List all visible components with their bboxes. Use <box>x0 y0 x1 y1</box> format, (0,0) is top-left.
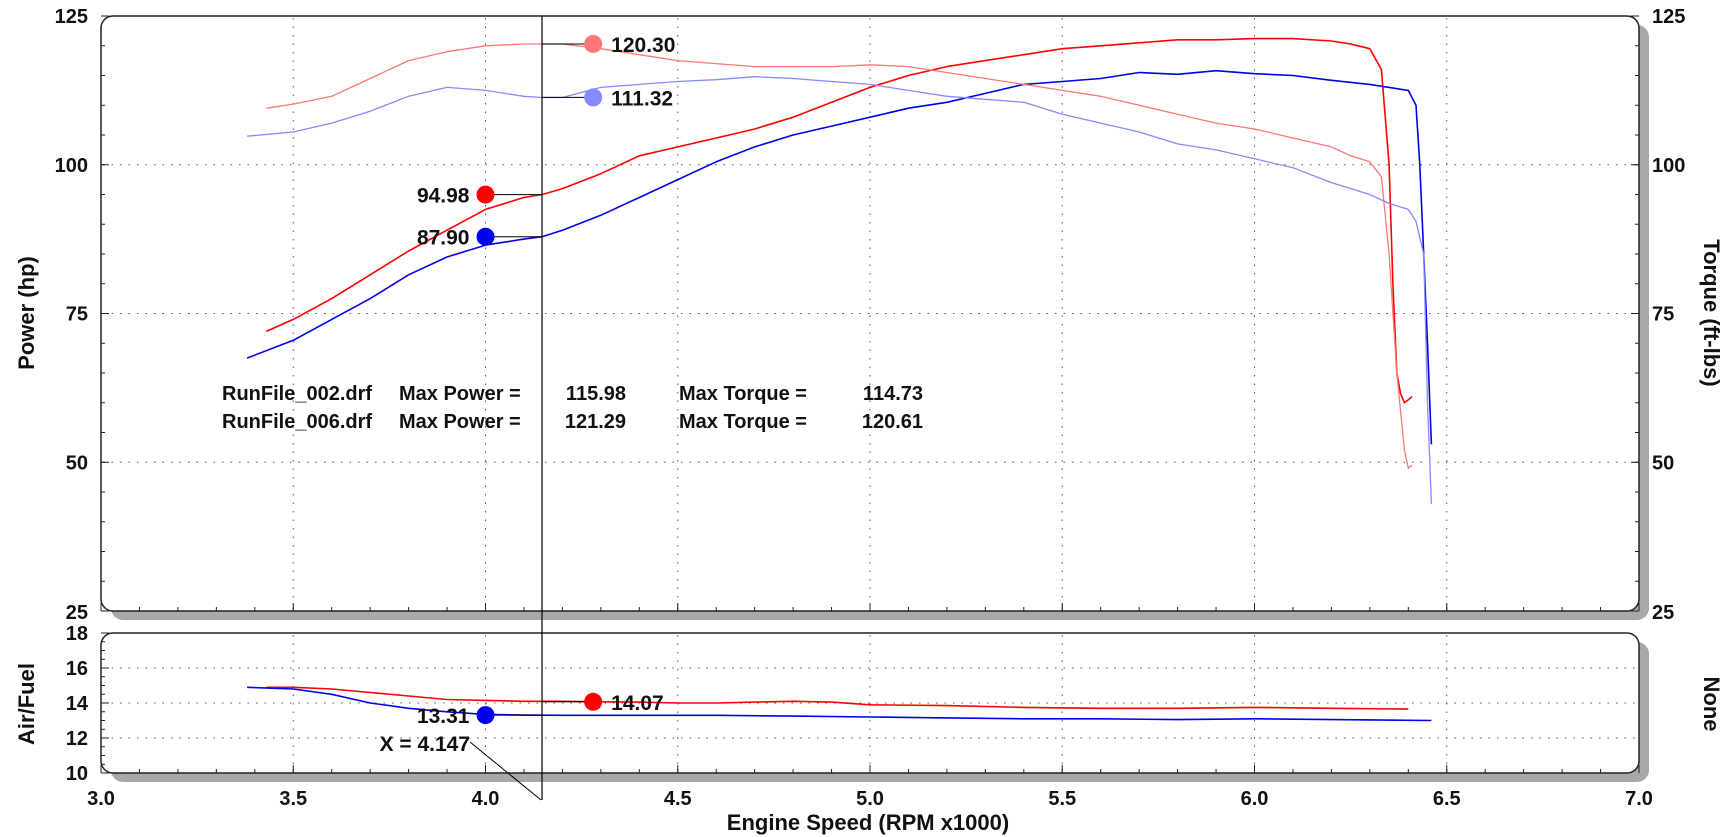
readout-value: 14.07 <box>611 692 664 715</box>
summary-row-1-file: RunFile_002.drf <box>222 383 372 405</box>
series-power-line <box>246 69 1433 445</box>
y-tick-label-power: 50 <box>66 452 88 474</box>
summary-row-2-power-label: Max Power = <box>399 411 521 433</box>
y2-tick-label-torque: 50 <box>1652 452 1674 474</box>
y-tick-label-air-fuel: 18 <box>66 623 88 645</box>
x-tick-label: 5.0 <box>856 788 884 810</box>
top-panel-frame <box>100 15 1640 612</box>
series-torque-line <box>266 43 1413 469</box>
x-tick-label: 6.5 <box>1433 788 1461 810</box>
x-tick-label: 7.0 <box>1625 788 1653 810</box>
x-axis-title: Engine Speed (RPM x1000) <box>727 810 1009 835</box>
readout-value: 111.32 <box>611 87 673 110</box>
readout-marker <box>584 692 603 711</box>
readout-marker <box>584 88 603 107</box>
y2-tick-label-torque: 75 <box>1652 304 1674 326</box>
readout-value: 94.98 <box>417 185 470 208</box>
cursor-x-label: X = 4.147 <box>380 733 471 756</box>
series-afr-line <box>266 686 1409 710</box>
readout-value: 120.30 <box>611 34 675 57</box>
y-axis-title-power: Power (hp) <box>14 256 39 370</box>
y2-tick-label-torque: 125 <box>1652 6 1685 28</box>
cursor-label-leader <box>469 741 542 801</box>
readout-marker <box>476 706 495 725</box>
summary-row-2-power: 121.29 <box>565 411 626 433</box>
y-tick-label-air-fuel: 16 <box>66 658 88 680</box>
x-tick-label: 3.0 <box>87 788 115 810</box>
x-tick-label: 3.5 <box>279 788 307 810</box>
y2-axis-title-torque: Torque (ft-lbs) <box>1699 239 1724 386</box>
series-power-line <box>265 37 1413 404</box>
y-tick-label-power: 100 <box>55 155 88 177</box>
summary-row-1-power: 115.98 <box>566 383 626 405</box>
readout-value: 87.90 <box>417 227 470 250</box>
y-tick-label-air-fuel: 10 <box>66 763 88 785</box>
summary-row-1-torque: 114.73 <box>863 383 923 405</box>
y-tick-label-power: 25 <box>66 602 88 624</box>
y-tick-label-power: 125 <box>55 6 88 28</box>
power-torque-panel: 25 25 50 50 75 75 100 100 125 125 120.30 111.32 94.… <box>55 6 1686 624</box>
power-torque-lines <box>246 37 1433 504</box>
summary-row-2-torque: 120.61 <box>862 411 923 433</box>
air-fuel-readouts: 14.07 13.31 <box>417 692 664 728</box>
top-grid <box>103 18 1637 609</box>
y-tick-label-power: 75 <box>66 304 88 326</box>
x-tick-label: 4.5 <box>664 788 692 810</box>
bottom-ticks: 10 12 14 16 18 <box>66 623 1640 785</box>
top-ticks: 25 25 50 50 75 75 100 100 125 125 <box>55 6 1686 624</box>
summary-row-2-file: RunFile_006.drf <box>222 411 372 433</box>
readout-marker <box>476 185 495 204</box>
y2-tick-label-torque: 25 <box>1652 602 1674 624</box>
series-afr-line <box>247 686 1432 722</box>
y-axis-title-air-fuel: Air/Fuel <box>14 663 39 745</box>
x-tick-label: 6.0 <box>1241 788 1269 810</box>
y-tick-label-air-fuel: 12 <box>66 728 88 750</box>
summary-row-1-torque-label: Max Torque = <box>679 383 807 405</box>
readout-marker <box>584 34 603 53</box>
x-tick-labels: 3.0 3.5 4.0 4.5 5.0 5.5 6.0 6.5 7.0 <box>87 788 1653 810</box>
series-torque-line <box>247 76 1433 504</box>
readout-marker <box>476 227 495 246</box>
y-tick-label-air-fuel: 14 <box>66 693 89 715</box>
summary-row-2-torque-label: Max Torque = <box>679 411 807 433</box>
air-fuel-panel: 10 12 14 16 18 14.07 13.31 X = 4.147 <box>66 623 1649 801</box>
x-tick-label: 4.0 <box>472 788 500 810</box>
readout-value: 13.31 <box>417 705 470 728</box>
summary-row-1-power-label: Max Power = <box>399 383 521 405</box>
y2-tick-label-torque: 100 <box>1652 155 1685 177</box>
x-tick-label: 5.5 <box>1048 788 1076 810</box>
power-torque-readouts: 120.30 111.32 94.98 87.90 <box>417 34 675 250</box>
air-fuel-lines <box>247 686 1432 722</box>
y2-axis-title-none: None <box>1699 677 1724 732</box>
